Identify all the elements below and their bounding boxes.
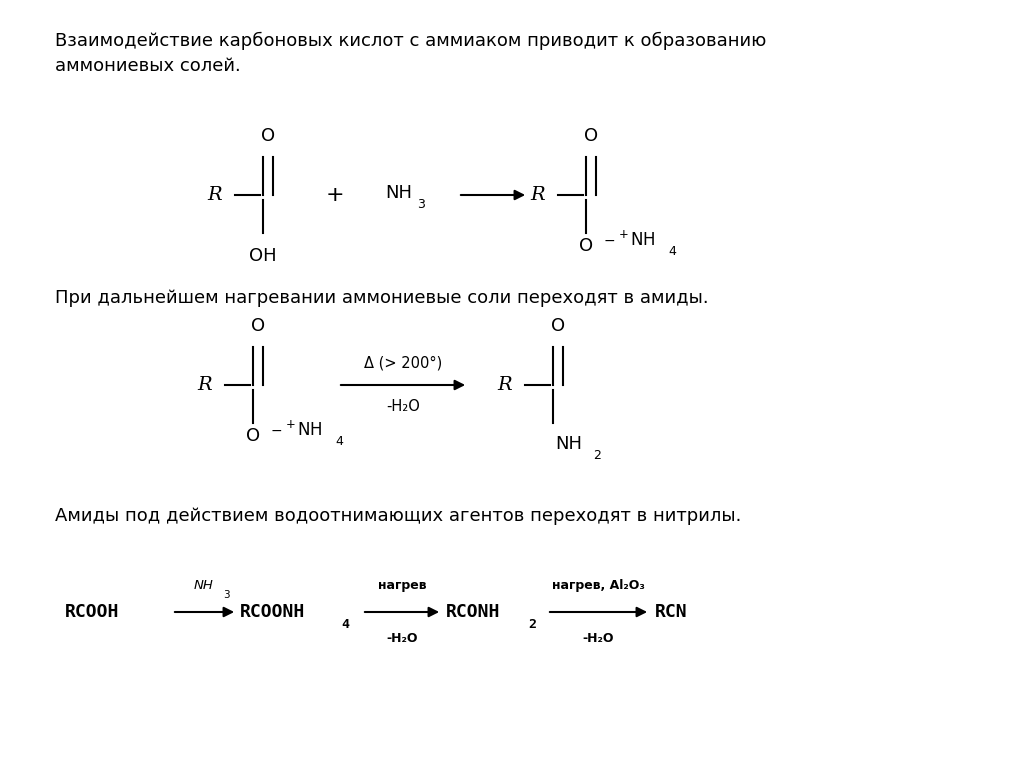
Text: RCONH: RCONH (446, 603, 501, 621)
Text: 4: 4 (335, 435, 343, 448)
Text: 3: 3 (417, 199, 425, 212)
Text: +: + (326, 185, 344, 205)
Text: O: O (261, 127, 275, 145)
Text: R: R (530, 186, 546, 204)
Text: O: O (251, 317, 265, 335)
Text: R: R (208, 186, 222, 204)
Text: 4: 4 (341, 618, 349, 631)
Text: −: − (271, 424, 283, 438)
Text: O: O (246, 427, 260, 445)
Text: RCN: RCN (655, 603, 688, 621)
Text: 4: 4 (668, 245, 676, 258)
Text: NH: NH (385, 184, 412, 202)
Text: NH: NH (555, 435, 582, 453)
Text: −: − (604, 234, 615, 248)
Text: $^+$NH: $^+$NH (616, 230, 655, 249)
Text: Взаимодействие карбоновых кислот с аммиаком приводит к образованию
аммониевых со: Взаимодействие карбоновых кислот с аммиа… (55, 32, 766, 75)
Text: При дальнейшем нагревании аммониевые соли переходят в амиды.: При дальнейшем нагревании аммониевые сол… (55, 289, 709, 307)
Text: -H₂O: -H₂O (386, 632, 418, 645)
Text: нагрев, Al₂O₃: нагрев, Al₂O₃ (552, 579, 644, 592)
Text: O: O (551, 317, 565, 335)
Text: нагрев: нагрев (378, 579, 426, 592)
Text: Δ (> 200°): Δ (> 200°) (364, 356, 442, 371)
Text: 2: 2 (528, 618, 536, 631)
Text: Амиды под действием водоотнимающих агентов переходят в нитрилы.: Амиды под действием водоотнимающих агент… (55, 507, 741, 525)
Text: RCOONH: RCOONH (240, 603, 305, 621)
Text: NH: NH (195, 579, 214, 592)
Text: -H₂O: -H₂O (583, 632, 613, 645)
Text: -H₂O: -H₂O (386, 399, 420, 414)
Text: O: O (584, 127, 598, 145)
Text: RCOOH: RCOOH (65, 603, 120, 621)
Text: 3: 3 (223, 590, 229, 600)
Text: $^+$NH: $^+$NH (283, 420, 323, 439)
Text: R: R (498, 376, 512, 394)
Text: OH: OH (249, 247, 276, 265)
Text: R: R (198, 376, 212, 394)
Text: O: O (579, 237, 593, 255)
Text: 2: 2 (593, 449, 601, 462)
